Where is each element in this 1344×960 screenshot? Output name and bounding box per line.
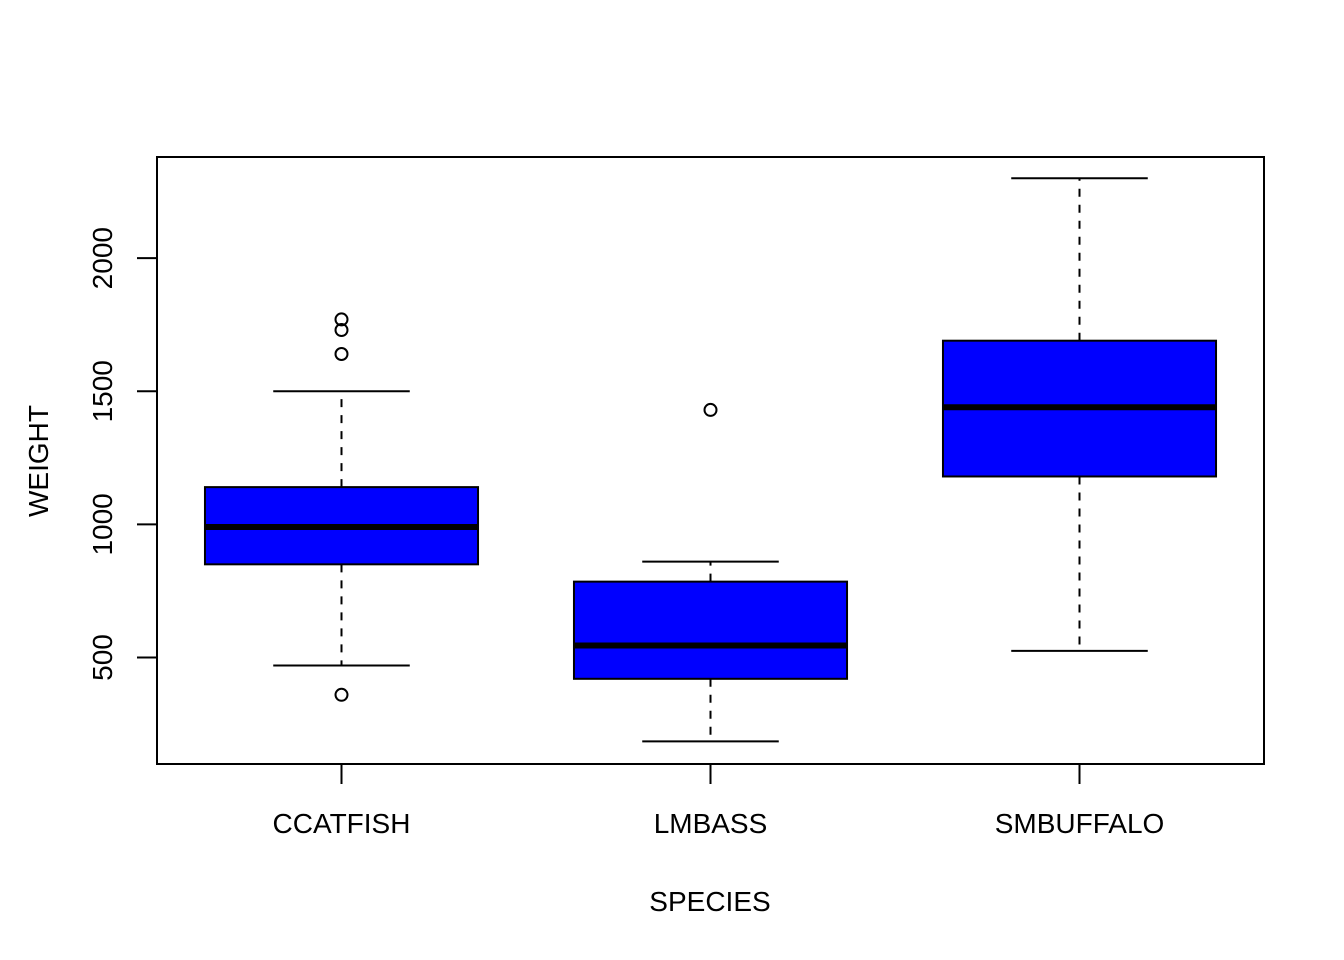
- y-tick-label: 1000: [87, 493, 118, 555]
- x-axis-title: SPECIES: [649, 886, 770, 917]
- x-axis: CCATFISH LMBASS SMBUFFALO: [273, 764, 1165, 839]
- outlier-point: [334, 347, 349, 362]
- y-axis: 500 1000 1500 2000: [87, 227, 158, 681]
- box-group-lmbass: [572, 402, 849, 743]
- iqr-box: [572, 580, 849, 680]
- boxes: [203, 177, 1218, 743]
- x-tick-label: LMBASS: [654, 808, 768, 839]
- outlier-point: [334, 323, 349, 338]
- x-tick-label: SMBUFFALO: [995, 808, 1165, 839]
- box-group-ccatfish: [203, 312, 480, 702]
- x-tick-label: CCATFISH: [273, 808, 411, 839]
- outlier-point: [334, 687, 349, 702]
- y-tick-label: 500: [87, 634, 118, 681]
- outlier-point: [334, 312, 349, 327]
- y-tick-label: 2000: [87, 227, 118, 289]
- box-group-smbuffalo: [941, 177, 1218, 652]
- y-tick-label: 1500: [87, 360, 118, 422]
- outlier-point: [703, 402, 718, 417]
- y-axis-title: WEIGHT: [23, 405, 54, 517]
